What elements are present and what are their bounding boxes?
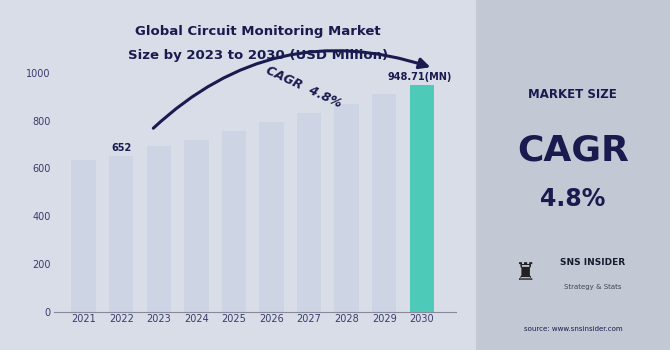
Text: 948.71(MN): 948.71(MN) — [388, 72, 452, 82]
Text: ♜: ♜ — [514, 261, 535, 285]
Text: CAGR  4.8%: CAGR 4.8% — [264, 64, 344, 111]
Text: 652: 652 — [111, 143, 131, 153]
Text: MARKET SIZE: MARKET SIZE — [529, 88, 617, 101]
Text: SNS INSIDER: SNS INSIDER — [559, 258, 625, 267]
Text: 4.8%: 4.8% — [540, 188, 606, 211]
Text: source: www.snsinsider.com: source: www.snsinsider.com — [523, 326, 622, 332]
Bar — [72, 160, 96, 312]
Text: CAGR: CAGR — [517, 133, 628, 168]
Text: Strategy & Stats: Strategy & Stats — [563, 284, 621, 290]
Bar — [184, 140, 208, 312]
Bar — [147, 146, 171, 312]
Bar — [259, 122, 283, 312]
Bar — [409, 85, 434, 312]
Text: Global Circuit Monitoring Market: Global Circuit Monitoring Market — [135, 25, 381, 37]
Bar — [297, 113, 322, 312]
Bar — [109, 156, 133, 312]
Bar — [334, 104, 359, 312]
FancyBboxPatch shape — [472, 0, 670, 350]
Bar — [372, 94, 397, 312]
Bar — [222, 131, 246, 312]
Text: Size by 2023 to 2030 (USD Million): Size by 2023 to 2030 (USD Million) — [128, 49, 388, 62]
